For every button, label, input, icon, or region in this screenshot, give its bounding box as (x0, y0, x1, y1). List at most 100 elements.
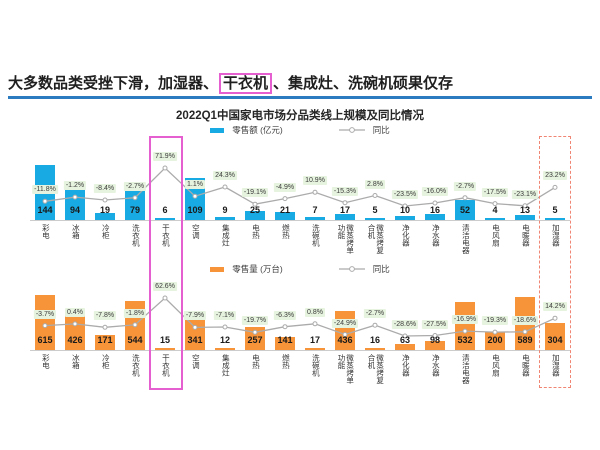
bar-value: 13 (519, 205, 530, 215)
category-label: 加湿器 (551, 354, 561, 377)
category-label: 洗衣机 (131, 224, 141, 247)
category-label: 集成灶 (221, 224, 231, 247)
category-label: 电热 (251, 224, 261, 239)
bar-冷柜 (95, 334, 115, 350)
bar-value: 10 (399, 205, 410, 215)
bar-value: 6 (162, 205, 168, 215)
bar-加湿器 (545, 218, 565, 220)
page-title: 大多数品类受挫下滑，加湿器、 干衣机 、集成灶、洗碗机硕果仅存 (8, 72, 454, 94)
yoy-label: 62.6% (153, 282, 177, 291)
bar-value: 5 (372, 205, 378, 215)
bar-value: 16 (369, 335, 380, 345)
yoy-label: 2.8% (365, 179, 385, 189)
bar-净水器 (425, 341, 445, 350)
bar-value: 144 (37, 205, 53, 215)
bar-value: 12 (219, 335, 230, 345)
retail-volume-chart: 615 彩电 -3.7% 426 冰箱 0.4% 171 冷柜 -7.8% 544 洗衣机 -1.8%… (30, 268, 570, 388)
yoy-label: 0.4% (65, 307, 85, 317)
bar-value: 426 (67, 335, 83, 345)
bar-净水器 (425, 213, 445, 220)
bar-电热 (245, 210, 265, 220)
bar-swatch-icon (210, 127, 225, 133)
yoy-label: 14.2% (543, 302, 567, 312)
bar-干衣机 (155, 217, 175, 220)
headline-pre: 大多数品类受挫下滑，加湿器、 (8, 75, 219, 92)
yoy-label: -2.7% (123, 181, 147, 191)
category-label: 微蒸烤单功能 (337, 354, 355, 384)
yoy-label: -16.0% (421, 187, 449, 196)
yoy-label: -15.3% (331, 186, 359, 196)
yoy-label: -17.5% (481, 187, 509, 197)
bar-value: 17 (309, 335, 320, 345)
yoy-label: -7.1% (213, 311, 237, 320)
bar-value: 141 (277, 335, 293, 345)
bar-value: 7 (312, 205, 318, 215)
bar-干衣机 (155, 348, 175, 350)
bar-彩电 (35, 295, 55, 350)
headline-post: 、集成灶、洗碗机硕果仅存 (273, 75, 454, 92)
yoy-label: -2.7% (453, 181, 477, 191)
bar-燃热 (275, 212, 295, 220)
line-marker-icon (338, 266, 365, 272)
yoy-label: -8.4% (93, 184, 117, 193)
bar-电风扇 (485, 332, 505, 350)
yoy-label: -19.1% (241, 188, 269, 198)
retail-value-chart: 144 彩电 -11.8% 94 冰箱 -1.2% 19 冷柜 -8.4% 79 洗衣机 -2.7% 6… (30, 138, 570, 258)
category-label: 净水器 (431, 224, 441, 247)
yoy-label: -4.9% (273, 182, 297, 192)
bar-value: 615 (37, 335, 53, 345)
bar-value: 9 (222, 205, 228, 215)
legend-retail-volume: 零售量 (万台) 同比 (0, 263, 600, 275)
bar-清洁电器 (455, 302, 475, 350)
bar-加湿器 (545, 322, 565, 350)
category-label: 电暖器 (521, 224, 531, 247)
bar-value: 79 (129, 205, 140, 215)
bar-燃热 (275, 337, 295, 350)
category-label: 冷柜 (101, 354, 111, 369)
bar-value: 15 (159, 335, 170, 345)
headline-divider (8, 96, 592, 99)
yoy-label: 10.9% (303, 176, 327, 186)
category-label: 净水器 (431, 354, 441, 377)
bar-电热 (245, 327, 265, 350)
legend-line-label: 同比 (372, 125, 390, 135)
bar-微蒸烤复合机 (365, 218, 385, 220)
category-label: 彩电 (41, 224, 51, 239)
legend-retail-value: 零售额 (亿元) 同比 (0, 124, 600, 136)
category-label: 燃热 (281, 354, 291, 369)
bar-微蒸烤单功能 (335, 213, 355, 220)
yoy-label: -28.6% (391, 320, 419, 329)
yoy-label: -2.7% (363, 309, 387, 319)
yoy-label: -6.3% (273, 310, 297, 320)
category-label: 洗碗机 (311, 354, 321, 377)
highlight-box-干衣机 (149, 136, 183, 390)
category-label: 冰箱 (71, 354, 81, 369)
yoy-label: 0.8% (305, 307, 325, 317)
category-label: 微蒸烤单功能 (337, 224, 355, 254)
category-label: 干衣机 (161, 354, 171, 377)
yoy-label: -1.8% (123, 308, 147, 318)
category-label: 洗碗机 (311, 224, 321, 247)
bar-value: 25 (249, 205, 260, 215)
legend-bar-label: 零售量 (万台) (232, 264, 283, 274)
bar-value: 94 (69, 205, 80, 215)
yoy-label: -23.5% (391, 190, 419, 199)
yoy-label: 24.3% (213, 171, 237, 180)
yoy-label: -11.8% (32, 185, 58, 195)
x-axis (30, 220, 570, 221)
category-label: 清洁电器 (461, 354, 471, 384)
bar-value: 304 (547, 335, 563, 345)
chart-title: 2022Q1中国家电市场分品类线上规模及同比情况 (176, 110, 424, 122)
bar-洗碗机 (305, 217, 325, 220)
yoy-label: -7.9% (183, 311, 207, 321)
highlight-box-加湿器 (539, 136, 571, 388)
bar-value: 19 (99, 205, 110, 215)
yoy-line (42, 295, 558, 339)
yoy-label: -16.9% (451, 315, 479, 325)
bar-value: 544 (127, 335, 143, 345)
bar-value: 98 (429, 335, 440, 345)
category-label: 洗衣机 (131, 354, 141, 377)
yoy-label: -27.5% (421, 319, 449, 329)
bar-value: 5 (552, 205, 558, 215)
